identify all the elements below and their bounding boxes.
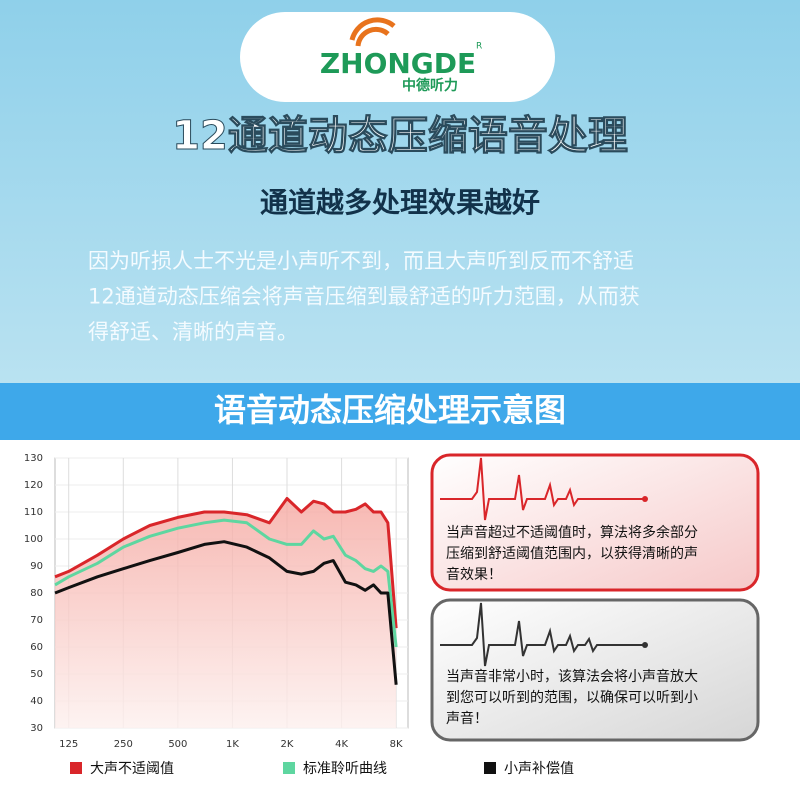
banner-bg (0, 383, 800, 440)
legend-label: 大声不适阈值 (90, 761, 174, 777)
waveform-end (642, 496, 648, 502)
note-box-quiet (430, 598, 760, 742)
line (54, 518, 398, 648)
title: 12通道动态压缩语音处理 (172, 113, 628, 159)
paragraph-line: 得舒适、清晰的声音。 (88, 320, 298, 344)
logo-sub: 中德听力 (402, 77, 458, 94)
area (55, 498, 397, 728)
paragraph-line: 12通道动态压缩会将声音压缩到最舒适的听力范围，从而获 (88, 285, 640, 309)
banner-title: 语音动态压缩处理示意图 (214, 391, 566, 429)
waveform-quiet (440, 602, 645, 667)
legend-label: 小声补偿值 (504, 761, 574, 777)
note-line: 到您可以听到的范围，以确保可以听到小 (446, 689, 698, 706)
x-tick-label: 1K (226, 739, 239, 750)
legend-swatch (70, 762, 82, 774)
note-line: 当声音超过不适阈值时，算法将多余部分 (446, 524, 698, 541)
waveform-end (642, 642, 648, 648)
legend-label: 标准聆听曲线 (303, 761, 387, 777)
line (54, 497, 398, 629)
x-tick-label: 4K (335, 739, 348, 750)
note-line: 压缩到舒适阈值范围内，以获得清晰的声 (446, 545, 698, 562)
y-tick-label: 80 (30, 588, 43, 599)
line (54, 540, 398, 685)
x-tick-label: 125 (59, 739, 78, 750)
x-tick-label: 500 (168, 739, 187, 750)
x-tick-label: 2K (281, 739, 294, 750)
logo-arcs (349, 17, 396, 47)
subtitle: 通道越多处理效果越好 (260, 186, 540, 219)
y-tick-label: 100 (24, 534, 43, 545)
x-tick-label: 8K (390, 739, 403, 750)
logo-text: ZHONGDE (320, 47, 476, 80)
y-tick-label: 90 (30, 561, 43, 572)
y-tick-label: 40 (30, 696, 43, 707)
y-tick-label: 50 (30, 669, 43, 680)
legend-swatch (484, 762, 496, 774)
y-tick-label: 60 (30, 642, 43, 653)
note-line: 音效果！ (446, 566, 502, 583)
logo-pill (240, 12, 555, 102)
y-tick-label: 70 (30, 615, 43, 626)
note-line: 当声音非常小时，该算法会将小声音放大 (446, 668, 698, 685)
y-tick-label: 110 (24, 507, 43, 518)
paragraph-line: 因为听损人士不光是小声听不到，而且大声听到反而不舒适 (88, 249, 634, 273)
note-line: 声音！ (446, 710, 488, 727)
note-box-loud (430, 453, 760, 592)
y-tick-label: 30 (30, 723, 43, 734)
y-tick-label: 130 (24, 453, 43, 464)
x-tick-label: 250 (114, 739, 133, 750)
waveform-loud (440, 457, 645, 521)
logo-mark: R (476, 42, 482, 52)
legend-swatch (283, 762, 295, 774)
y-tick-label: 120 (24, 480, 43, 491)
